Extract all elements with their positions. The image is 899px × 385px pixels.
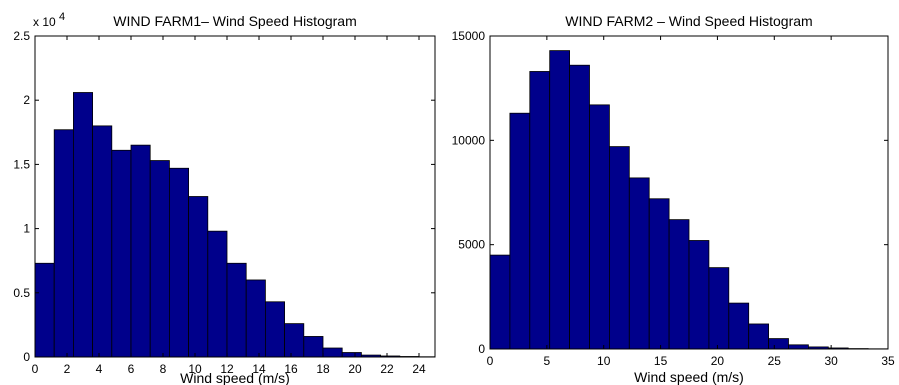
farm1-bar <box>322 347 343 358</box>
farm1-bar <box>284 323 305 358</box>
farm1-y-tick-label: 1.5 <box>13 157 30 171</box>
farm1-bar <box>245 279 266 358</box>
farm2-y-tick-label: 15000 <box>452 29 486 43</box>
farm2-bar <box>529 71 551 350</box>
farm1-x-tick-label: 16 <box>284 362 298 376</box>
farm1-bar <box>226 262 247 358</box>
farm1-bar <box>53 129 74 358</box>
farm2-x-tick-label: 0 <box>487 354 494 368</box>
farm2-y-tick-label: 5000 <box>458 238 485 252</box>
farm1-x-tick-label: 12 <box>220 362 234 376</box>
farm2-x-tick-label: 35 <box>881 354 895 368</box>
farm1-bar <box>341 352 362 358</box>
farm1-x-tick-label: 24 <box>412 362 426 376</box>
farm2-bar <box>748 323 770 350</box>
farm1-bar <box>34 262 55 358</box>
farm2-x-tick-label: 25 <box>768 354 782 368</box>
farm1-x-tick-label: 4 <box>96 362 103 376</box>
farm2-y-tick-label: 0 <box>478 342 485 356</box>
farm1-bar <box>188 196 209 358</box>
farm1-y-exponent-label: x 10 <box>33 15 56 29</box>
farm2-x-tick-label: 20 <box>711 354 725 368</box>
farm1-y-tick-label: 2.5 <box>13 29 30 43</box>
farm2-bar <box>768 338 789 350</box>
wind-farm2-histogram: 0 5 10 15 20 25 30 35 0 5000 10000 15000 WIND FARM2 … <box>452 13 895 385</box>
farm1-x-tick-label: 22 <box>380 362 394 376</box>
farm2-chart-title: WIND FARM2 – Wind Speed Histogram <box>565 13 812 29</box>
farm2-x-axis-label: Wind speed (m/s) <box>634 369 744 385</box>
farm1-x-tick-label: 10 <box>188 362 202 376</box>
farm2-x-tick-label: 15 <box>654 354 668 368</box>
farm1-y-tick-label: 0.5 <box>13 286 30 300</box>
farm2-bar <box>628 177 650 350</box>
farm2-x-tick-label: 10 <box>597 354 611 368</box>
farm1-bar <box>92 125 113 358</box>
farm1-x-tick-label: 18 <box>316 362 330 376</box>
farm1-y-tick-label: 1 <box>23 222 30 236</box>
farm2-bar <box>788 344 809 350</box>
farm1-x-tick-label: 8 <box>160 362 167 376</box>
farm2-bar <box>648 198 670 350</box>
farm2-bar <box>589 104 610 350</box>
farm1-x-tick-label: 14 <box>252 362 266 376</box>
farm1-bar <box>303 336 324 358</box>
farm1-chart-title: WIND FARM1– Wind Speed Histogram <box>113 13 357 29</box>
farm2-y-tick-label: 10000 <box>452 133 486 147</box>
farm2-x-tick-label: 30 <box>824 354 838 368</box>
farm2-bar <box>489 254 511 350</box>
farm1-bar <box>111 149 132 358</box>
farm1-x-tick-label: 20 <box>348 362 362 376</box>
farm2-bar <box>609 146 630 350</box>
farm1-y-tick-label: 0 <box>23 350 30 364</box>
farm2-bar <box>708 267 730 350</box>
farm1-x-axis-label: Wind speed (m/s) <box>180 370 290 385</box>
farm1-y-exponent-power: 4 <box>59 11 65 23</box>
farm2-axes-frame <box>489 35 889 350</box>
farm2-bar <box>509 112 531 350</box>
farm2-bar <box>688 240 710 350</box>
farm1-x-tick-label: 6 <box>128 362 135 376</box>
farm1-bar <box>264 301 285 358</box>
farm2-bar <box>668 219 690 350</box>
farm2-bar <box>728 302 750 350</box>
farm1-axes-frame <box>34 35 436 358</box>
farm2-x-tick-label: 5 <box>544 354 551 368</box>
farm1-bar <box>207 230 228 358</box>
farm2-bar <box>549 50 571 350</box>
farm1-bar <box>130 144 151 358</box>
farm1-y-tick-label: 2 <box>23 93 30 107</box>
farm1-x-tick-label: 2 <box>64 362 71 376</box>
farm1-bar <box>168 167 189 358</box>
farm1-x-tick-label: 0 <box>32 362 39 376</box>
farm1-bar <box>149 160 170 358</box>
farm2-bar <box>569 64 590 350</box>
farm1-bar <box>73 92 94 358</box>
